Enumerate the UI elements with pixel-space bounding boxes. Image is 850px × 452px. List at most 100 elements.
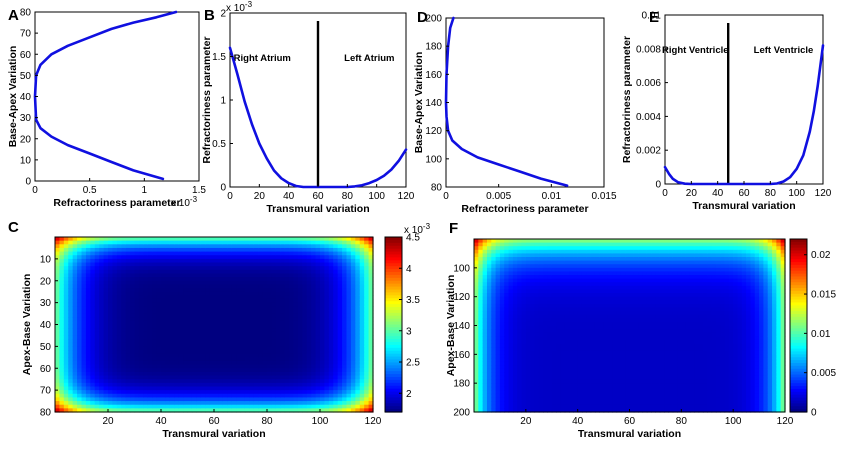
heatmap-cell	[205, 332, 210, 336]
heatmap-cell	[298, 339, 303, 343]
heatmap-cell	[201, 365, 206, 369]
heatmap-cell	[68, 357, 73, 361]
heatmap-cell	[161, 284, 166, 288]
heatmap-cell	[276, 332, 281, 336]
panel-E-xlabel: Transmural variation	[692, 200, 795, 212]
panel-D-series-line	[446, 18, 567, 186]
heatmap-cell	[578, 257, 583, 261]
heatmap-cell	[112, 383, 117, 387]
heatmap-cell	[174, 303, 179, 307]
heatmap-cell	[214, 295, 219, 299]
heatmap-cell	[338, 354, 343, 358]
heatmap-cell	[276, 299, 281, 303]
heatmap-cell	[59, 368, 64, 372]
heatmap-cell	[556, 261, 561, 265]
heatmap-cell	[245, 263, 250, 267]
heatmap-cell	[157, 390, 162, 394]
heatmap-cell	[547, 253, 552, 257]
heatmap-cell	[478, 380, 483, 384]
heatmap-cell	[218, 281, 223, 285]
heatmap-cell	[298, 314, 303, 318]
heatmap-cell	[355, 339, 360, 343]
heatmap-cell	[478, 261, 483, 265]
heatmap-cell	[152, 405, 157, 409]
heatmap-cell	[152, 346, 157, 350]
heatmap-cell	[104, 244, 109, 248]
heatmap-cell	[82, 346, 87, 350]
heatmap-cell	[210, 303, 215, 307]
heatmap-cell	[324, 288, 329, 292]
heatmap-cell	[526, 376, 531, 380]
heatmap-cell	[210, 310, 215, 314]
heatmap-cell	[152, 277, 157, 281]
heatmap-cell	[59, 310, 64, 314]
heatmap-cell	[179, 405, 184, 409]
heatmap-cell	[108, 270, 113, 274]
heatmap-cell	[513, 261, 518, 265]
heatmap-cell	[157, 310, 162, 314]
heatmap-cell	[271, 288, 276, 292]
heatmap-cell	[174, 295, 179, 299]
heatmap-cell	[249, 368, 254, 372]
heatmap-cell	[552, 387, 557, 391]
heatmap-cell	[73, 343, 78, 347]
heatmap-cell	[55, 270, 60, 274]
heatmap-cell	[552, 304, 557, 308]
heatmap-cell	[241, 383, 246, 387]
heatmap-cell	[170, 332, 175, 336]
heatmap-cell	[539, 329, 544, 333]
heatmap-cell	[130, 397, 135, 401]
heatmap-cell	[68, 397, 73, 401]
heatmap-cell	[86, 332, 91, 336]
heatmap-cell	[298, 292, 303, 296]
heatmap-cell	[311, 277, 316, 281]
heatmap-cell	[351, 321, 356, 325]
heatmap-cell	[320, 397, 325, 401]
heatmap-cell	[530, 279, 535, 283]
heatmap-cell	[232, 401, 237, 405]
heatmap-cell	[569, 394, 574, 398]
heatmap-cell	[121, 350, 126, 354]
heatmap-cell	[148, 281, 153, 285]
heatmap-cell	[351, 237, 356, 241]
heatmap-cell	[316, 328, 321, 332]
heatmap-cell	[152, 365, 157, 369]
heatmap-cell	[104, 259, 109, 263]
heatmap-cell	[360, 325, 365, 329]
heatmap-cell	[188, 310, 193, 314]
heatmap-cell	[241, 357, 246, 361]
heatmap-cell	[196, 277, 201, 281]
heatmap-cell	[121, 306, 126, 310]
heatmap-cell	[245, 397, 250, 401]
heatmap-cell	[223, 372, 228, 376]
heatmap-cell	[170, 335, 175, 339]
heatmap-cell	[509, 264, 514, 268]
heatmap-cell	[487, 261, 492, 265]
heatmap-cell	[552, 279, 557, 283]
heatmap-cell	[90, 379, 95, 383]
heatmap-cell	[73, 306, 78, 310]
heatmap-cell	[351, 394, 356, 398]
heatmap-cell	[117, 295, 122, 299]
heatmap-cell	[487, 362, 492, 366]
heatmap-cell	[496, 271, 501, 275]
heatmap-cell	[526, 286, 531, 290]
heatmap-cell	[192, 288, 197, 292]
heatmap-cell	[307, 277, 312, 281]
heatmap-cell	[276, 263, 281, 267]
heatmap-cell	[249, 386, 254, 390]
heatmap-cell	[73, 277, 78, 281]
heatmap-cell	[289, 357, 294, 361]
heatmap-cell	[565, 300, 570, 304]
heatmap-cell	[157, 252, 162, 256]
heatmap-cell	[543, 257, 548, 261]
heatmap-cell	[280, 354, 285, 358]
heatmap-cell	[95, 325, 100, 329]
heatmap-cell	[586, 333, 591, 337]
heatmap-cell	[174, 365, 179, 369]
heatmap-cell	[320, 335, 325, 339]
heatmap-cell	[104, 365, 109, 369]
heatmap-cell	[539, 257, 544, 261]
heatmap-cell	[210, 379, 215, 383]
